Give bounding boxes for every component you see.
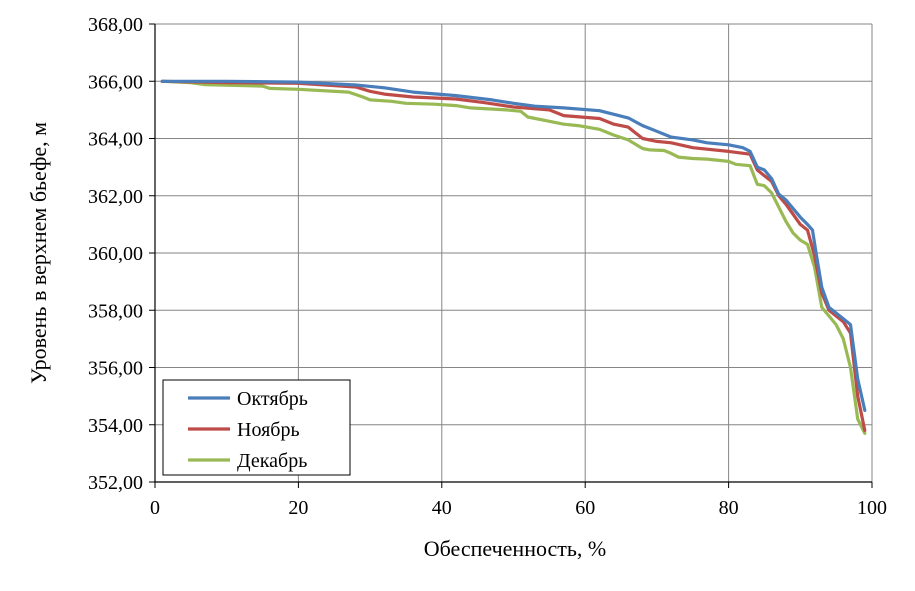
legend-item-december: Декабрь [188, 450, 307, 472]
series-line-october [160, 79, 867, 412]
legend-label: Октябрь [237, 388, 308, 410]
x-axis-title: Обеспеченность, % [424, 536, 607, 561]
series-lines [160, 79, 867, 435]
legend-label: Декабрь [237, 450, 307, 472]
axes: 352,00 354,00 356,00 358,00 360,00 362,00 364,… [88, 14, 887, 519]
y-tick-label: 354,00 [88, 415, 143, 437]
x-tick-label: 20 [288, 497, 308, 519]
x-tick-label: 80 [719, 497, 739, 519]
y-tick-label: 368,00 [88, 14, 143, 36]
y-tick-label: 356,00 [88, 358, 143, 380]
y-tick-label: 360,00 [88, 243, 143, 265]
y-axis-title: Уровень в верхнем бьефе, м [26, 122, 51, 384]
legend-item-october: Октябрь [188, 388, 308, 410]
y-tick-label: 352,00 [88, 472, 143, 494]
y-tick-label: 362,00 [88, 186, 143, 208]
grid [155, 23, 873, 482]
series-line-november [160, 79, 867, 433]
legend-item-november: Ноябрь [188, 419, 300, 441]
y-tick-label: 358,00 [88, 300, 143, 322]
x-tick-label: 60 [575, 497, 595, 519]
legend: Октябрь Ноябрь Декабрь [162, 379, 351, 476]
y-tick-label: 366,00 [88, 71, 143, 93]
legend-label: Ноябрь [237, 419, 300, 441]
x-tick-label: 40 [432, 497, 452, 519]
series-line-december [160, 79, 867, 435]
x-tick-label: 100 [857, 497, 887, 519]
x-tick-label: 0 [150, 497, 160, 519]
y-tick-label: 364,00 [88, 129, 143, 151]
